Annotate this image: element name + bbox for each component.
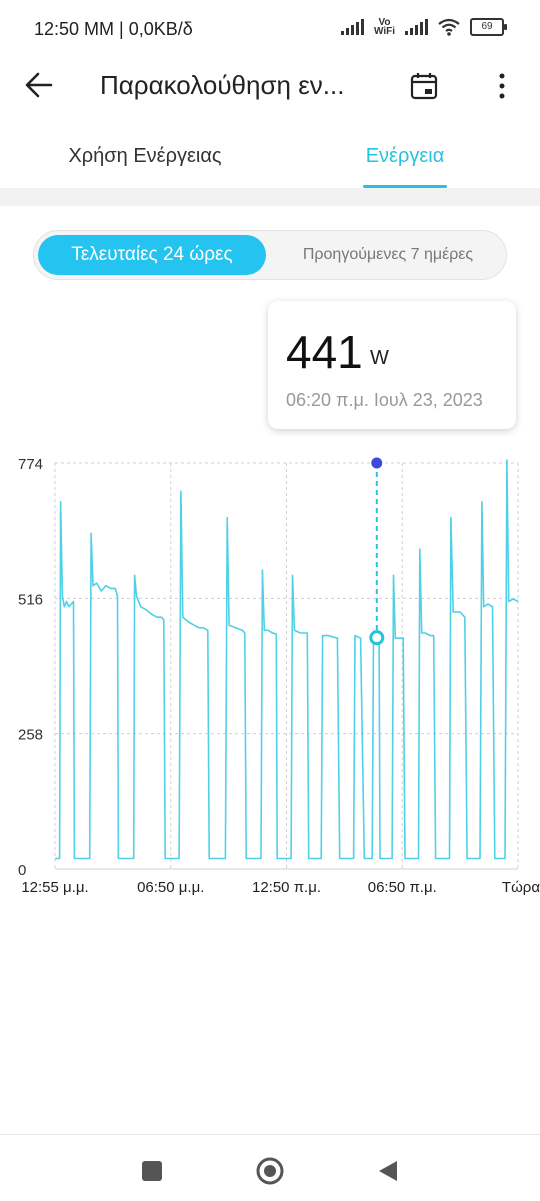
y-tick-label: 0: [18, 862, 26, 879]
tooltip-time: 06:20 π.μ. Ιουλ 23, 2023: [286, 390, 483, 410]
tab-energy[interactable]: Ενέργεια: [365, 145, 445, 167]
recents-button[interactable]: [134, 1153, 170, 1189]
x-tick-label: Τώρα: [502, 879, 540, 896]
app-bar: Παρακολούθηση εν...: [0, 60, 540, 110]
signal-icon-2: [405, 19, 428, 35]
energy-chart-svg: 0 258 516 774 12:55 μ.μ. 06:50 μ.μ. 12:50 π.μ.…: [18, 456, 540, 896]
range-selector: Τελευταίες 24 ώρες Προηγούμενες 7 ημέρες: [33, 230, 507, 280]
status-bar: 12:50 MM | 0,0KB/δ Vo WiFi 69: [0, 0, 540, 60]
section-divider: [0, 188, 540, 206]
system-nav-bar: [0, 1134, 540, 1201]
status-time: 12:50 MM | 0,0KB/δ: [34, 19, 193, 39]
x-tick-label: 06:50 π.μ.: [368, 879, 437, 896]
back-nav-button[interactable]: [370, 1153, 406, 1189]
x-tick-label: 12:55 μ.μ.: [21, 879, 88, 896]
vowifi-badge: Vo WiFi: [373, 17, 395, 37]
selection-top-dot: [371, 457, 383, 469]
selection-point: [369, 630, 385, 646]
range-last-7d-button[interactable]: Προηγούμενες 7 ημέρες: [302, 246, 474, 263]
tab-energy-usage[interactable]: Χρήση Ενέργειας: [68, 145, 222, 167]
signal-icon: [340, 19, 364, 35]
page-title: Παρακολούθηση εν...: [100, 70, 345, 100]
energy-chart[interactable]: 0 258 516 774 12:55 μ.μ. 06:50 μ.μ. 12:50 π.μ.…: [0, 440, 540, 910]
back-button[interactable]: [18, 64, 60, 106]
series-line: [55, 459, 519, 860]
square-icon: [142, 1161, 162, 1181]
y-tick-label: 516: [18, 591, 43, 608]
status-icons: Vo WiFi 69: [340, 17, 507, 37]
calendar-icon: [410, 73, 438, 100]
back-arrow-icon: [25, 72, 53, 98]
battery-icon: 69: [470, 18, 507, 36]
calendar-button[interactable]: [402, 64, 446, 108]
tooltip-unit: W: [370, 347, 389, 369]
x-tick-label: 12:50 π.μ.: [252, 879, 321, 896]
tab-active-indicator: [363, 185, 447, 188]
tooltip-value: 441: [286, 326, 363, 378]
wifi-icon: [438, 18, 460, 36]
tab-bar: Χρήση Ενέργειας Ενέργεια: [0, 128, 540, 188]
y-tick-label: 258: [18, 727, 43, 744]
triangle-back-icon: [379, 1161, 397, 1181]
x-tick-label: 06:50 μ.μ.: [137, 879, 204, 896]
home-circle-icon: [256, 1157, 284, 1185]
more-options-button[interactable]: [482, 64, 522, 108]
range-last-24h-button[interactable]: Τελευταίες 24 ώρες: [38, 235, 266, 275]
more-vertical-icon: [499, 73, 505, 99]
home-button[interactable]: [252, 1153, 288, 1189]
y-tick-label: 774: [18, 456, 43, 473]
value-tooltip: 441 W 06:20 π.μ. Ιουλ 23, 2023: [268, 301, 516, 429]
